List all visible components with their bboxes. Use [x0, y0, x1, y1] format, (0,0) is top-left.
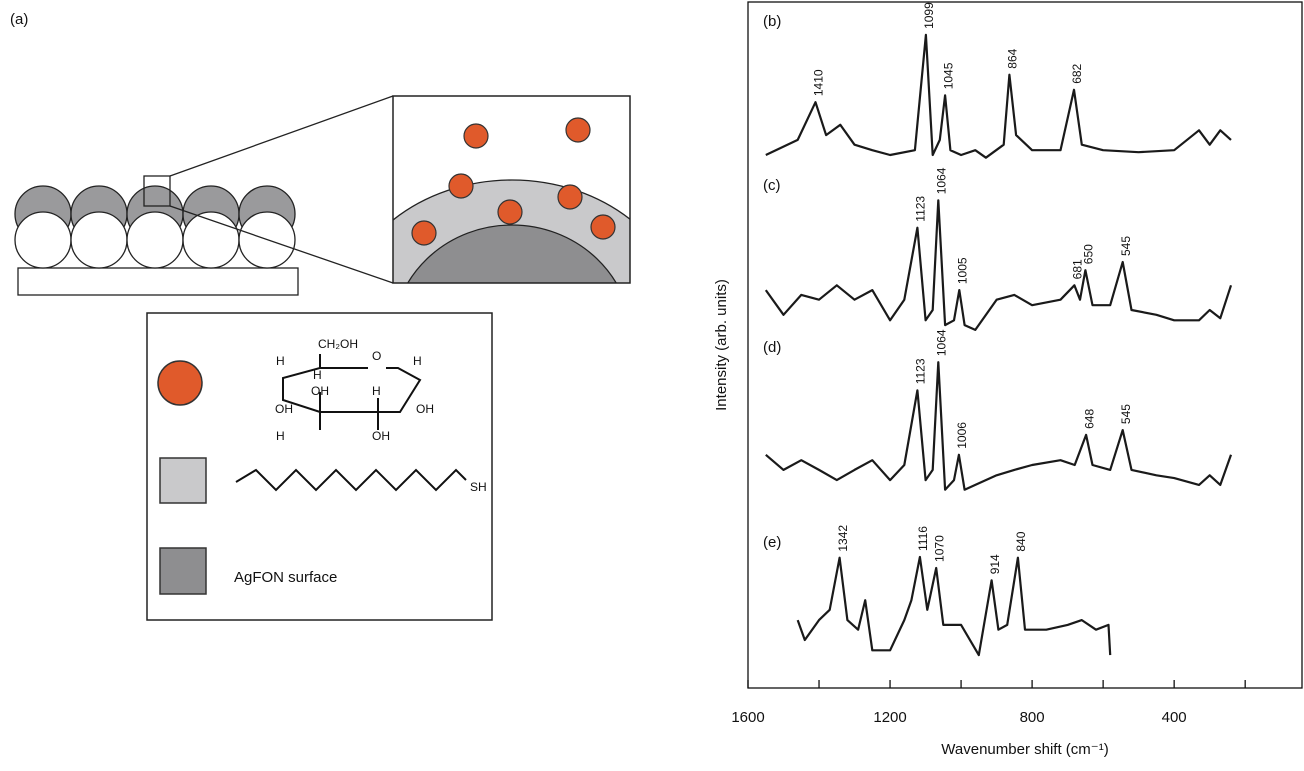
panel-label: (e) — [763, 534, 781, 551]
spectrum — [764, 199, 1233, 331]
peak-label: 1005 — [955, 257, 969, 284]
x-axis-label: Wavenumber shift (cm⁻¹) — [941, 741, 1108, 758]
peak-label: 1064 — [935, 329, 949, 356]
panel-label: (a) — [10, 11, 28, 28]
peak-label: 1099 — [922, 2, 936, 29]
structure-label: OH — [372, 429, 390, 443]
peak-label: 1070 — [932, 535, 946, 562]
peak-label: 1123 — [914, 196, 928, 222]
peak-label: 650 — [1082, 244, 1096, 264]
surface-label: AgFON surface — [234, 569, 337, 586]
structure-label: CH₂OH — [318, 337, 358, 351]
structure-label: H — [276, 429, 285, 443]
agfon-schematic — [14, 95, 394, 296]
thiol-label: SH — [470, 480, 487, 494]
x-tick-label: 800 — [1020, 709, 1045, 726]
spectrum — [765, 361, 1233, 491]
spectrum — [796, 555, 1112, 657]
structure-label: OH — [311, 384, 329, 398]
legend-box — [146, 312, 493, 621]
structure-label: H — [372, 384, 381, 398]
peak-label: 1006 — [955, 422, 969, 449]
peak-label: 1045 — [941, 62, 955, 89]
peak-label: 648 — [1082, 409, 1096, 429]
peak-label: 914 — [988, 554, 1002, 574]
structure-label: O — [372, 349, 381, 363]
peak-label: 1064 — [935, 167, 949, 194]
peak-label: 682 — [1070, 63, 1084, 83]
structure-label: OH — [275, 402, 293, 416]
x-tick-label: 1600 — [731, 709, 764, 726]
peak-label: 545 — [1119, 404, 1133, 424]
y-axis-label: Intensity (arb. units) — [713, 279, 730, 411]
inset — [392, 95, 631, 284]
peak-label: 864 — [1006, 48, 1020, 68]
peak-label: 840 — [1014, 531, 1028, 551]
panel-label: (d) — [763, 339, 781, 356]
x-tick-label: 400 — [1162, 709, 1187, 726]
peak-label: 1123 — [914, 358, 928, 384]
peak-label: 1410 — [812, 69, 826, 96]
panel-label: (b) — [763, 13, 781, 30]
structure-label: H — [413, 354, 422, 368]
structure-label: OH — [416, 402, 434, 416]
peak-label: 1116 — [916, 526, 930, 551]
peak-label: 681 — [1071, 259, 1085, 279]
peak-label: 545 — [1119, 236, 1133, 256]
x-tick-label: 1200 — [873, 709, 906, 726]
structure-label: H — [276, 354, 285, 368]
peak-label: 1342 — [836, 525, 850, 552]
plot-frame — [747, 1, 1303, 689]
spectrum — [765, 33, 1232, 159]
panel-label: (c) — [763, 177, 781, 194]
structure-label: H — [313, 368, 322, 382]
